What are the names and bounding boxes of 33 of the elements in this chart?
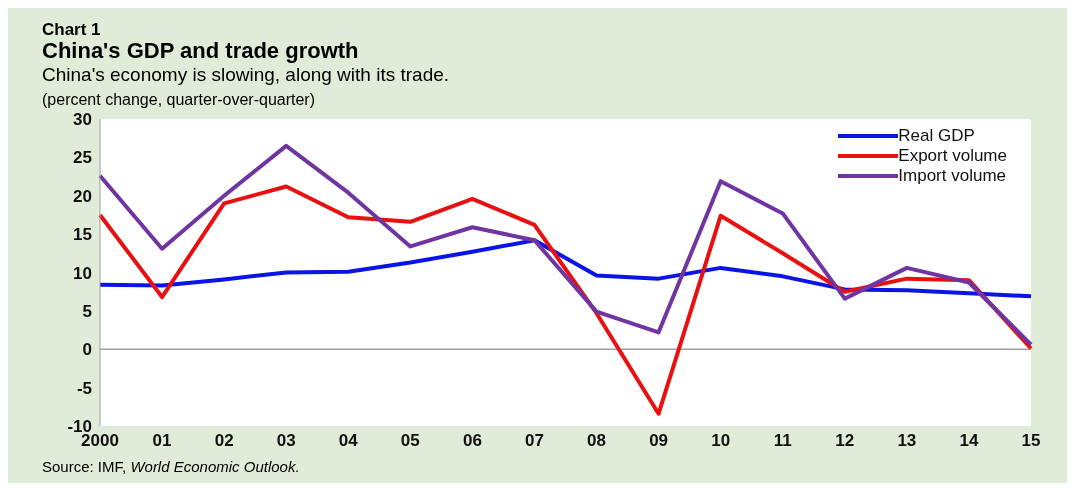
legend-label: Import volume — [898, 166, 1007, 186]
caption: Chart 1 — [42, 20, 101, 40]
x-tick-label: 06 — [462, 431, 482, 451]
x-tick-label: 10 — [711, 431, 731, 451]
x-tick-label: 15 — [1021, 431, 1041, 451]
line-series — [98, 238, 1033, 299]
chart-subtitle: China's economy is slowing, along with its trade. — [42, 64, 450, 86]
legend-label: Export volume — [898, 146, 1007, 166]
x-tick-label: 03 — [276, 431, 296, 451]
y-tick-label: -5 — [76, 378, 92, 398]
x-tick-label: 02 — [214, 431, 234, 451]
x-tick-label: 04 — [338, 431, 359, 451]
y-tick-label: 10 — [73, 263, 92, 283]
y-tick-label: 15 — [73, 225, 92, 245]
legend-label: Real GDP — [898, 126, 975, 146]
source-note: Source: IMF, World Economic Outlook. — [42, 458, 300, 475]
y-tick-label: 25 — [73, 148, 92, 168]
y-tick-label: 0 — [82, 340, 92, 360]
x-tick-label: 08 — [587, 431, 606, 451]
line-series — [98, 143, 1033, 347]
y-tick-label: 30 — [73, 110, 92, 130]
chart-title: China's GDP and trade growth — [42, 38, 359, 64]
x-tick-label: 14 — [959, 431, 979, 451]
x-tick-label: 12 — [835, 431, 855, 451]
x-tick-label: 05 — [400, 431, 420, 451]
x-tick-label: 11 — [773, 431, 792, 451]
x-tick-label: 13 — [897, 431, 917, 451]
y-tick-label: 5 — [82, 301, 92, 321]
y-tick-label: 20 — [73, 186, 92, 206]
x-tick-label: 07 — [525, 431, 544, 451]
x-tick-label: 09 — [649, 431, 669, 451]
x-tick-label: 01 — [152, 431, 172, 451]
y-axis-title: (percent change, quarter-over-quarter) — [42, 91, 316, 109]
